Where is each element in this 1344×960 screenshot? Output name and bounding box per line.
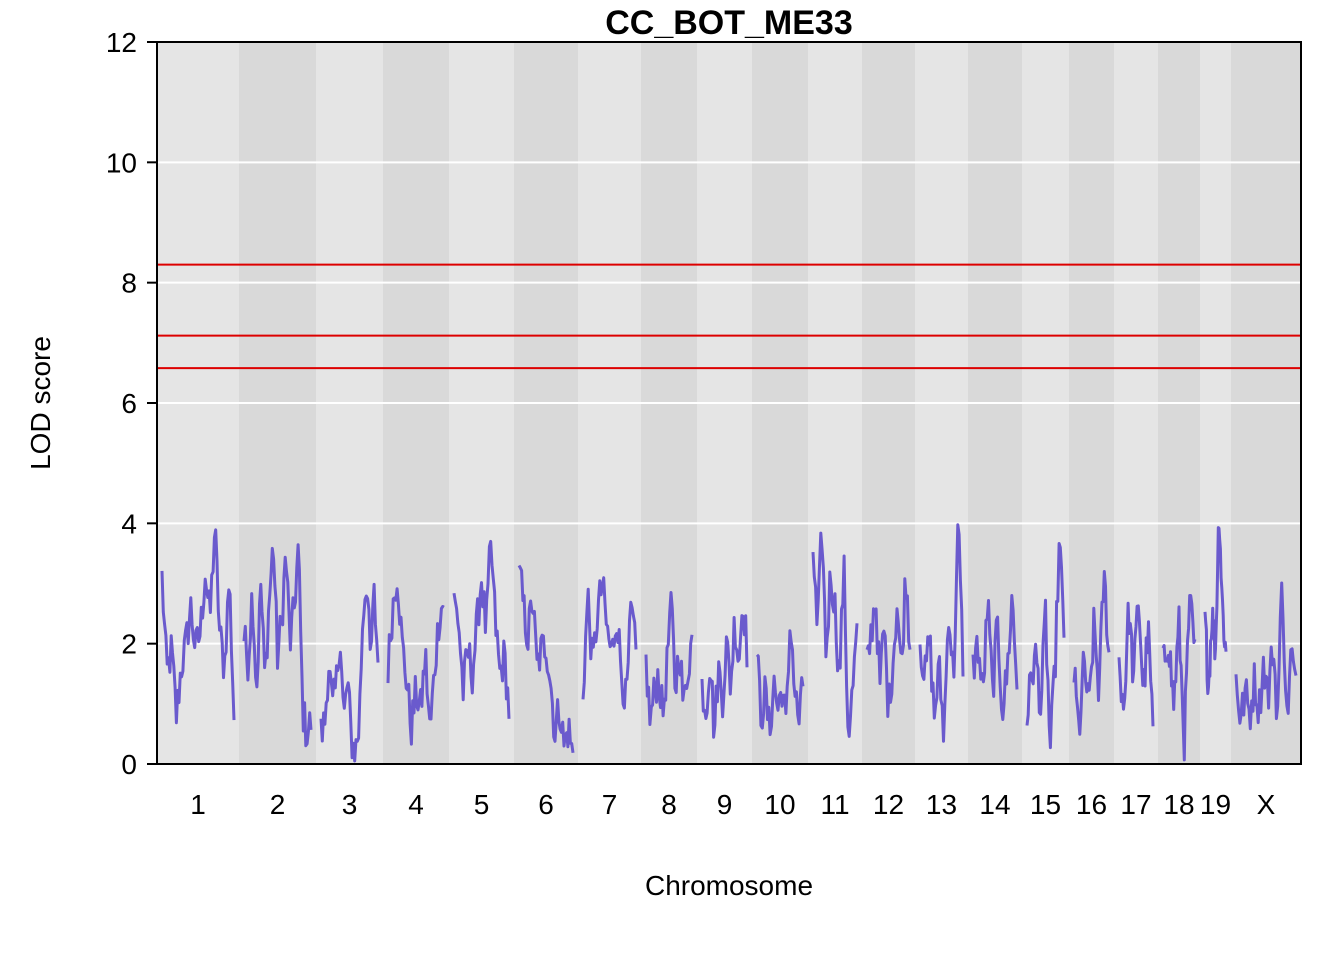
- x-tick-label-X: X: [1257, 789, 1276, 820]
- y-tick-label-0: 0: [121, 749, 137, 780]
- lod-curve-chr-2: [242, 543, 313, 748]
- y-tick-label-4: 4: [121, 508, 137, 539]
- x-tick-label-7: 7: [602, 789, 618, 820]
- x-tick-label-18: 18: [1163, 789, 1194, 820]
- x-tick-label-8: 8: [661, 789, 677, 820]
- x-axis-label: Chromosome: [645, 870, 813, 901]
- x-tick-label-12: 12: [873, 789, 904, 820]
- lod-curve-chr-5: [452, 539, 511, 719]
- lod-curve-chr-18: [1161, 594, 1197, 762]
- lod-curve-chr-7: [581, 576, 638, 710]
- y-tick-label-6: 6: [121, 388, 137, 419]
- x-tick-label-14: 14: [979, 789, 1010, 820]
- lod-curve-chr-14: [971, 594, 1019, 721]
- y-tick-label-2: 2: [121, 629, 137, 660]
- lod-curve-chr-13: [918, 523, 965, 743]
- x-tick-label-10: 10: [764, 789, 795, 820]
- lod-curve-chr-X: [1234, 581, 1298, 731]
- y-axis-label: LOD score: [25, 336, 56, 470]
- y-tick-label-10: 10: [106, 147, 137, 178]
- lod-curve-chr-19: [1203, 526, 1228, 695]
- lod-curve-chr-9: [700, 614, 749, 739]
- lod-curve-chr-15: [1025, 542, 1066, 750]
- x-axis: 1 2 3 4 5 6 7 8 9 10 11 12 13 14 15 16 17 18 19 X: [190, 789, 1275, 820]
- x-tick-label-5: 5: [474, 789, 490, 820]
- lod-curve-chr-12: [865, 577, 912, 718]
- chart-title: CC_BOT_ME33: [605, 4, 853, 42]
- y-tick-label-12: 12: [106, 27, 137, 58]
- lod-curve-chr-10: [755, 629, 805, 737]
- lod-curve-chr-1: [160, 528, 236, 725]
- x-tick-label-13: 13: [926, 789, 957, 820]
- x-tick-label-16: 16: [1076, 789, 1107, 820]
- y-axis: 0 2 4 6 8 10 12: [106, 27, 157, 780]
- lod-curve-chr-6: [517, 564, 575, 754]
- x-tick-label-11: 11: [820, 789, 849, 820]
- x-tick-label-17: 17: [1120, 789, 1151, 820]
- lod-curve-chr-4: [386, 587, 445, 746]
- x-tick-label-2: 2: [270, 789, 286, 820]
- lod-curve-chr-17: [1117, 601, 1155, 727]
- lod-curve-chr-3: [319, 582, 380, 763]
- x-tick-label-3: 3: [342, 789, 358, 820]
- x-tick-label-1: 1: [190, 789, 206, 820]
- threshold-lines: [157, 263, 1301, 370]
- lod-curves: [160, 523, 1298, 763]
- lod-curve-chr-11: [811, 531, 859, 738]
- x-tick-label-9: 9: [717, 789, 733, 820]
- y-tick-label-8: 8: [121, 268, 137, 299]
- x-tick-label-6: 6: [538, 789, 554, 820]
- x-tick-label-15: 15: [1030, 789, 1061, 820]
- x-tick-label-4: 4: [408, 789, 424, 820]
- lod-curve-chr-8: [644, 591, 694, 726]
- lod-curve-chr-16: [1072, 570, 1111, 736]
- x-tick-label-19: 19: [1200, 789, 1231, 820]
